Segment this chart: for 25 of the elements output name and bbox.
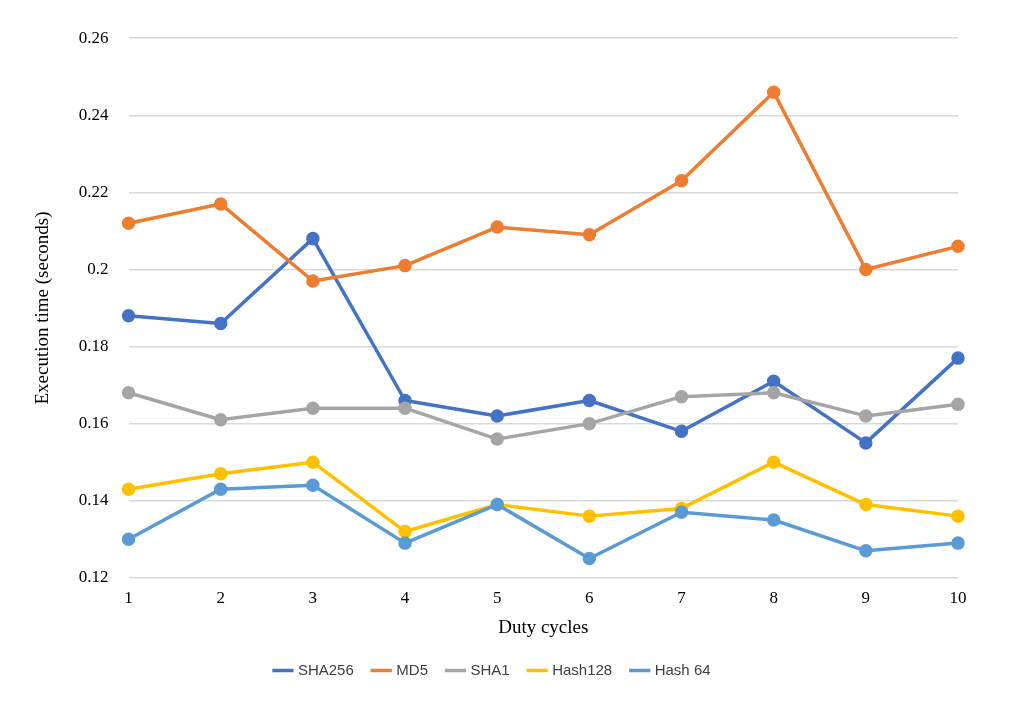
x-tick-label: 7 — [677, 588, 687, 608]
legend-label: MD5 — [396, 660, 428, 678]
y-axis-title: Execution time (seconds) — [31, 211, 54, 405]
y-tick-label: 0.12 — [78, 567, 109, 587]
legend-label: SHA1 — [470, 660, 510, 678]
x-tick-label: 9 — [861, 588, 871, 608]
x-tick-label: 8 — [769, 588, 778, 608]
y-tick-label: 0.16 — [78, 413, 109, 433]
x-tick-label: 5 — [492, 588, 502, 608]
y-tick-label: 0.2 — [87, 258, 109, 278]
legend-label: SHA256 — [297, 660, 354, 678]
x-tick-label: 6 — [585, 588, 594, 608]
y-tick-label: 0.26 — [78, 27, 109, 47]
x-tick-label: 3 — [308, 588, 318, 608]
y-tick-label: 0.14 — [78, 490, 110, 510]
y-tick-label: 0.24 — [78, 104, 110, 124]
y-tick-label: 0.18 — [78, 336, 109, 356]
x-tick-label: 1 — [124, 588, 133, 608]
legend-label: Hash 64 — [654, 660, 711, 678]
x-tick-label: 4 — [400, 588, 410, 608]
x-tick-label: 10 — [949, 588, 967, 608]
x-tick-label: 2 — [216, 588, 225, 608]
y-tick-label: 0.22 — [78, 181, 109, 201]
legend-label: Hash128 — [552, 660, 613, 678]
x-axis-title: Duty cycles — [498, 615, 589, 637]
